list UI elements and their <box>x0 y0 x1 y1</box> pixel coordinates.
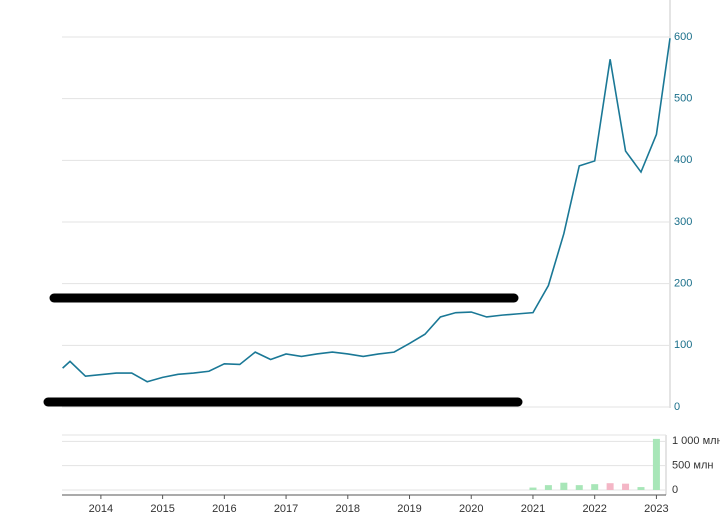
y-tick-label: 400 <box>674 154 692 166</box>
y-tick-label: 1 000 млн <box>672 435 720 447</box>
volume-bar <box>622 483 630 490</box>
x-tick-label: 2020 <box>459 503 483 515</box>
x-tick-label: 2017 <box>274 503 298 515</box>
volume-bar <box>560 482 568 490</box>
volume-bar <box>637 487 645 490</box>
price-line <box>62 38 671 383</box>
y-tick-label: 100 <box>674 339 692 351</box>
y-tick-label: 500 млн <box>672 460 713 472</box>
y-tick-label: 200 <box>674 278 692 290</box>
y-tick-label: 0 <box>672 484 678 496</box>
x-tick-label: 2021 <box>521 503 545 515</box>
y-tick-label: 0 <box>674 401 680 413</box>
x-tick-label: 2019 <box>397 503 421 515</box>
volume-bar <box>575 485 583 490</box>
y-tick-label: 300 <box>674 216 692 228</box>
volume-bar <box>606 483 614 490</box>
x-tick-label: 2018 <box>336 503 360 515</box>
volume-bar <box>529 487 537 490</box>
x-tick-label: 2016 <box>212 503 236 515</box>
volume-bar <box>652 438 660 490</box>
y-tick-label: 600 <box>674 31 692 43</box>
x-tick-label: 2023 <box>644 503 668 515</box>
volume-bar <box>591 484 599 490</box>
y-tick-label: 500 <box>674 93 692 105</box>
x-tick-label: 2015 <box>150 503 174 515</box>
volume-bar <box>544 485 552 490</box>
x-tick-label: 2022 <box>582 503 606 515</box>
x-tick-label: 2014 <box>89 503 113 515</box>
